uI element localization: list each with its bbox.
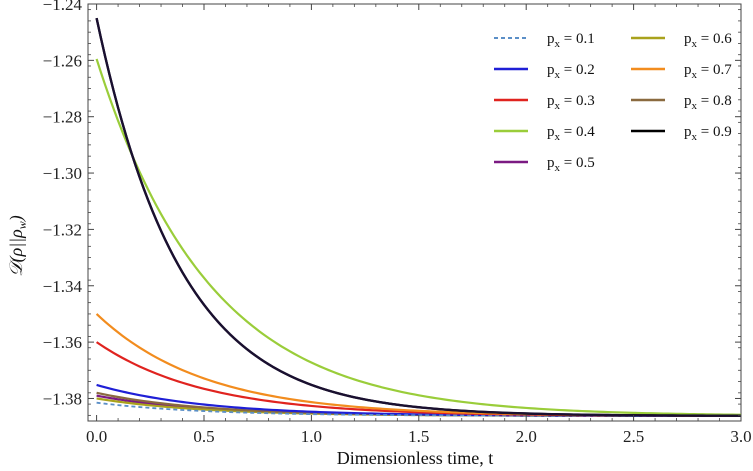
series-line-04	[95, 58, 742, 416]
axis-layer: 0.0 0.5 1.0 1.5 2.0 2.5 3.0 −1.24 −1.26 −1.28 −1.3…	[43, 0, 752, 446]
legend-label: px = 0.5	[547, 155, 595, 174]
y-axis-title-D: 𝒟	[6, 259, 26, 277]
legend-label: px = 0.1	[547, 31, 595, 50]
x-tick-label: 2.5	[623, 427, 644, 446]
x-tick-label: 0.5	[193, 427, 214, 446]
legend-label: px = 0.2	[547, 62, 595, 81]
y-tick-label: −1.30	[43, 164, 82, 183]
x-tick-label: 2.0	[516, 427, 537, 446]
legend-label: px = 0.7	[684, 62, 732, 81]
y-tick-label: −1.38	[43, 389, 82, 408]
legend: px = 0.1 px = 0.2 px = 0.3 px = 0.4 px = 0.5…	[494, 31, 732, 174]
y-tick-label: −1.28	[43, 108, 82, 127]
y-tick-label: −1.32	[43, 220, 82, 239]
x-tick-label: 1.0	[301, 427, 322, 446]
legend-label: px = 0.6	[684, 31, 732, 50]
legend-label: px = 0.8	[684, 93, 732, 112]
x-tick-label: 3.0	[730, 427, 751, 446]
y-tick-label: −1.24	[43, 0, 83, 14]
x-tick-label: 0.0	[86, 427, 107, 446]
y-axis-title: 𝒟(ρ||ρw)	[6, 215, 29, 277]
y-tick-label: −1.26	[43, 51, 82, 70]
svg-text:𝒟(ρ||ρw): 𝒟(ρ||ρw)	[6, 215, 29, 277]
legend-label: px = 0.4	[547, 124, 595, 143]
x-axis-title: Dimensionless time, t	[337, 448, 494, 468]
x-tick-label: 1.5	[408, 427, 429, 446]
y-tick-label: −1.34	[43, 277, 83, 296]
y-tick-label: −1.36	[43, 333, 82, 352]
legend-label: px = 0.9	[684, 124, 732, 143]
legend-label: px = 0.3	[547, 93, 595, 112]
